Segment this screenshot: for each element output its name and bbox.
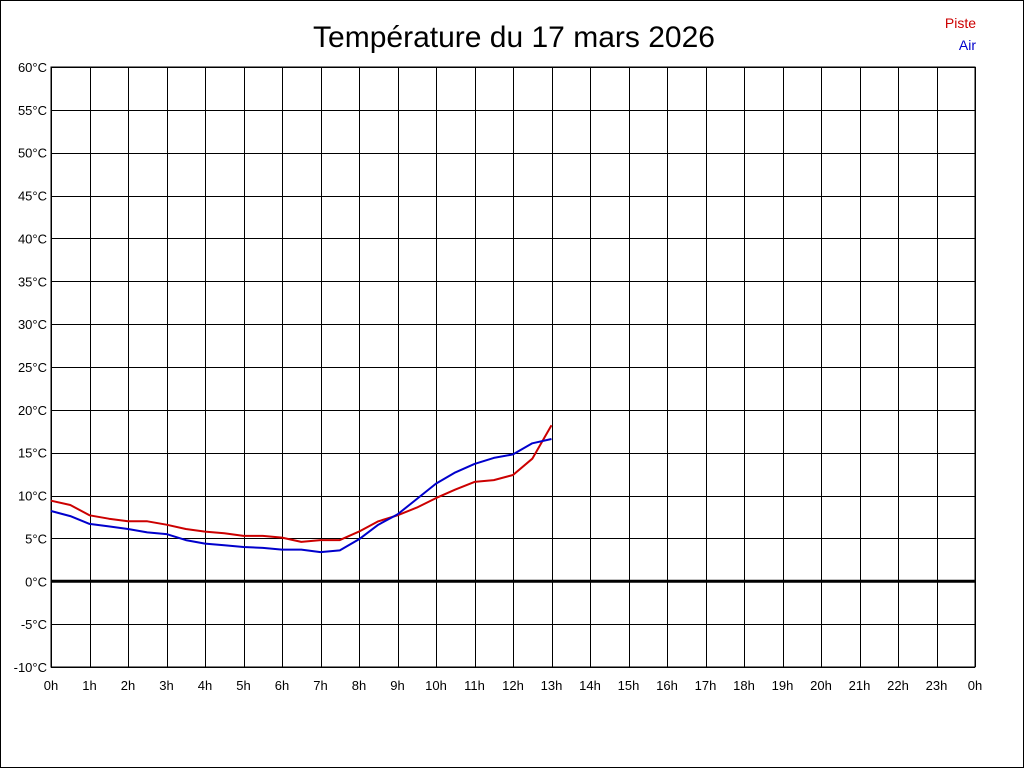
x-tick-label: 20h bbox=[810, 678, 832, 693]
x-tick-label: 5h bbox=[236, 678, 250, 693]
legend-entry-air: Air bbox=[959, 37, 976, 53]
x-tick-label: 19h bbox=[772, 678, 794, 693]
y-tick-label: -5°C bbox=[21, 617, 47, 632]
legend-entry-piste: Piste bbox=[945, 15, 976, 31]
x-tick-label: 21h bbox=[849, 678, 871, 693]
y-tick-label: 35°C bbox=[18, 274, 47, 289]
x-tick-label: 17h bbox=[695, 678, 717, 693]
x-tick-label: 0h bbox=[44, 678, 58, 693]
x-tick-label: 16h bbox=[656, 678, 678, 693]
x-tick-label: 14h bbox=[579, 678, 601, 693]
x-tick-label: 3h bbox=[159, 678, 173, 693]
y-tick-label: 60°C bbox=[18, 60, 47, 75]
y-tick-label: 45°C bbox=[18, 189, 47, 204]
x-tick-label: 13h bbox=[541, 678, 563, 693]
x-axis-ticks: 0h 1h 2h 3h 4h 5h 6h 7h 8h 9h 10h 11h 12h 13h 14h 15h 16… bbox=[44, 678, 982, 693]
y-tick-label: 5°C bbox=[25, 531, 47, 546]
y-tick-label: 20°C bbox=[18, 403, 47, 418]
x-tick-label: 9h bbox=[390, 678, 404, 693]
y-tick-label: 0°C bbox=[25, 574, 47, 589]
series-line-piste bbox=[50, 424, 553, 543]
y-tick-label: 40°C bbox=[18, 231, 47, 246]
legend: Piste Air bbox=[945, 15, 976, 53]
y-axis-ticks: 60°C 55°C 50°C 45°C 40°C 35°C 30°C 25°C 20°C 15°C… bbox=[14, 60, 47, 675]
x-tick-label: 22h bbox=[887, 678, 909, 693]
x-tick-label: 2h bbox=[121, 678, 135, 693]
x-tick-label: 1h bbox=[82, 678, 96, 693]
x-tick-label: 15h bbox=[618, 678, 640, 693]
y-tick-label: 25°C bbox=[18, 360, 47, 375]
y-tick-label: 30°C bbox=[18, 317, 47, 332]
x-tick-label: 8h bbox=[352, 678, 366, 693]
y-tick-label: 55°C bbox=[18, 103, 47, 118]
y-tick-label: 15°C bbox=[18, 446, 47, 461]
x-tick-label: 4h bbox=[198, 678, 212, 693]
series-layer bbox=[50, 424, 553, 554]
x-tick-label: 11h bbox=[464, 678, 485, 693]
y-tick-label: 50°C bbox=[18, 146, 47, 161]
x-tick-label: 7h bbox=[313, 678, 327, 693]
x-tick-label: 6h bbox=[275, 678, 289, 693]
x-tick-label: 12h bbox=[502, 678, 524, 693]
y-tick-label: -10°C bbox=[14, 660, 47, 675]
x-tick-label: 18h bbox=[733, 678, 755, 693]
y-tick-label: 10°C bbox=[18, 489, 47, 504]
chart-title: Température du 17 mars 2026 bbox=[313, 21, 715, 54]
grid bbox=[50, 66, 976, 668]
series-line-air bbox=[50, 438, 552, 554]
x-tick-label: 0h bbox=[968, 678, 982, 693]
x-tick-label: 23h bbox=[926, 678, 948, 693]
x-tick-label: 10h bbox=[425, 678, 447, 693]
